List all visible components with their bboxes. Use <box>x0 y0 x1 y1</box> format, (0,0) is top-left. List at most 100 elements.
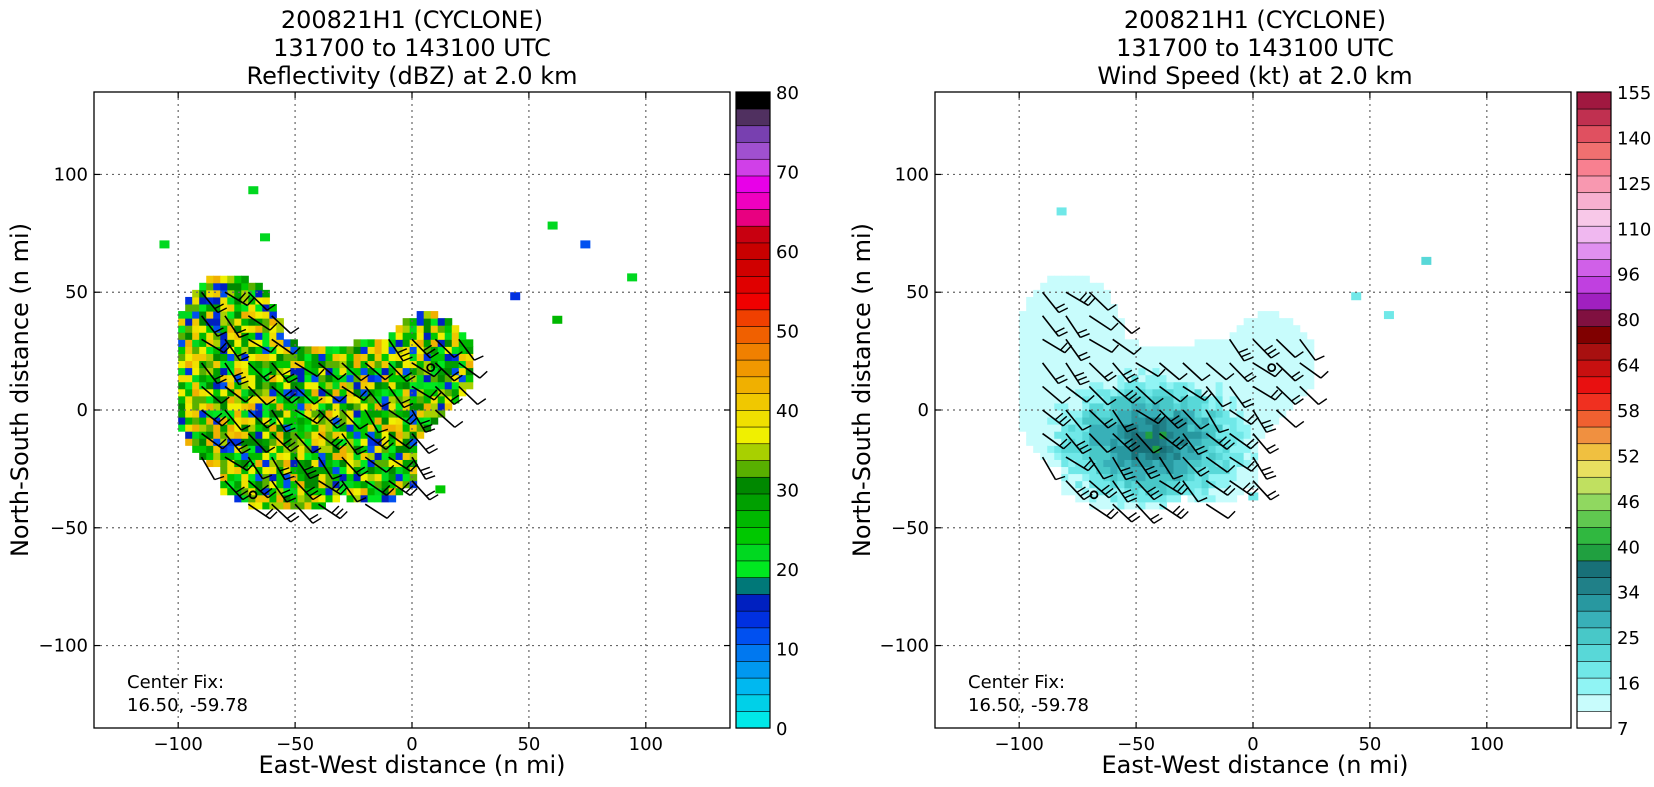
field-cell <box>1208 473 1217 482</box>
field-cell <box>388 466 397 475</box>
field-cell <box>1040 381 1048 390</box>
field-cell <box>1264 332 1273 340</box>
field-cell <box>1194 466 1203 475</box>
field-cell <box>241 388 249 397</box>
field-cell <box>234 459 242 468</box>
field-cell <box>262 353 270 362</box>
field-cell <box>283 360 291 369</box>
field-cell <box>248 374 256 383</box>
field-cell <box>1061 318 1069 326</box>
field-cell <box>1096 332 1104 340</box>
field-cell <box>290 417 298 425</box>
wind-barb-flag <box>1153 413 1162 422</box>
wind-barb-flag <box>214 303 224 310</box>
field-cell <box>1166 395 1174 404</box>
center-fix-label: Center Fix: <box>127 672 224 693</box>
field-cell <box>234 410 242 418</box>
x-tick-label: −100 <box>153 734 202 755</box>
field-cell <box>290 402 298 411</box>
field-cell <box>248 360 256 369</box>
field-cell <box>1047 452 1055 460</box>
field-cell <box>1068 395 1076 404</box>
field-cell <box>1075 374 1083 383</box>
field-cell <box>1131 346 1139 354</box>
field-cell <box>1187 445 1196 453</box>
wind-barb-flag <box>356 497 367 503</box>
field-cell <box>1278 346 1287 354</box>
field-cell <box>262 360 270 369</box>
field-cell <box>1026 424 1034 432</box>
wind-barb <box>1252 362 1276 378</box>
field-cell <box>1096 452 1104 460</box>
field-cell <box>1236 487 1245 496</box>
colorbar-swatch <box>1576 125 1612 143</box>
field-cell <box>339 388 348 397</box>
field-cell <box>290 339 298 347</box>
colorbar-swatch <box>1576 694 1612 712</box>
wind-barb-flag <box>1083 460 1092 469</box>
field-cell <box>178 417 186 425</box>
field-cell <box>283 353 291 362</box>
wind-barb <box>200 456 216 481</box>
field-cell <box>1096 360 1104 369</box>
wind-barb-flag <box>1222 439 1231 447</box>
field-cell <box>339 459 348 468</box>
field-cell <box>262 296 270 305</box>
field-cell <box>255 473 263 482</box>
field-cell <box>178 325 186 333</box>
y-tick-label: 100 <box>895 164 929 185</box>
field-cell <box>192 431 200 439</box>
field-cell <box>269 459 277 468</box>
colorbar-swatch <box>1576 644 1612 662</box>
wind-barb-flag <box>1223 485 1232 493</box>
field-cell <box>1145 346 1153 354</box>
field-cell <box>1103 410 1111 418</box>
field-cell <box>1103 353 1111 362</box>
wind-barb-flag <box>1198 449 1208 456</box>
wind-barb-flag <box>1180 394 1189 403</box>
field-cell <box>234 480 242 489</box>
field-cell <box>206 402 214 411</box>
field-cell <box>367 424 376 432</box>
field-cell <box>367 360 376 369</box>
field-cell <box>1061 353 1069 362</box>
field-cell <box>213 339 221 347</box>
field-cell <box>388 452 397 460</box>
wind-barb-flag <box>1266 475 1277 480</box>
field-cell <box>1257 424 1266 432</box>
wind-barb <box>1041 456 1057 481</box>
field-cell <box>1096 438 1104 446</box>
wind-barb-flag <box>238 292 246 301</box>
field-cell <box>1117 353 1125 362</box>
field-cell <box>1152 480 1160 489</box>
field-cell <box>1187 466 1196 475</box>
field-cell <box>458 360 467 369</box>
field-cell <box>1159 501 1167 510</box>
field-cell <box>1264 346 1273 354</box>
field-cell <box>1033 332 1041 340</box>
wind-barb-flag <box>1291 394 1301 402</box>
field-cell <box>262 438 270 446</box>
field-cell <box>220 325 228 333</box>
field-cell <box>1250 325 1259 333</box>
field-cell <box>1152 388 1160 397</box>
field-cell <box>1138 452 1146 460</box>
field-cell <box>402 445 411 453</box>
field-cell <box>381 473 390 482</box>
field-cell <box>1166 431 1174 439</box>
field-cell <box>1229 402 1238 411</box>
field-cell <box>1180 374 1189 383</box>
wind-barb-flag <box>397 348 408 354</box>
wind-barb-flag <box>282 471 293 476</box>
field-cell <box>1229 445 1238 453</box>
field-cell <box>367 374 376 383</box>
field-cell <box>444 360 453 369</box>
field-cell <box>416 410 425 418</box>
field-cell <box>353 424 362 432</box>
field-cell <box>269 480 277 489</box>
field-cell <box>1054 353 1062 362</box>
wind-barb-flag <box>269 322 278 331</box>
field-cell <box>178 318 186 326</box>
field-cell <box>1026 410 1034 418</box>
field-cell <box>367 353 376 362</box>
